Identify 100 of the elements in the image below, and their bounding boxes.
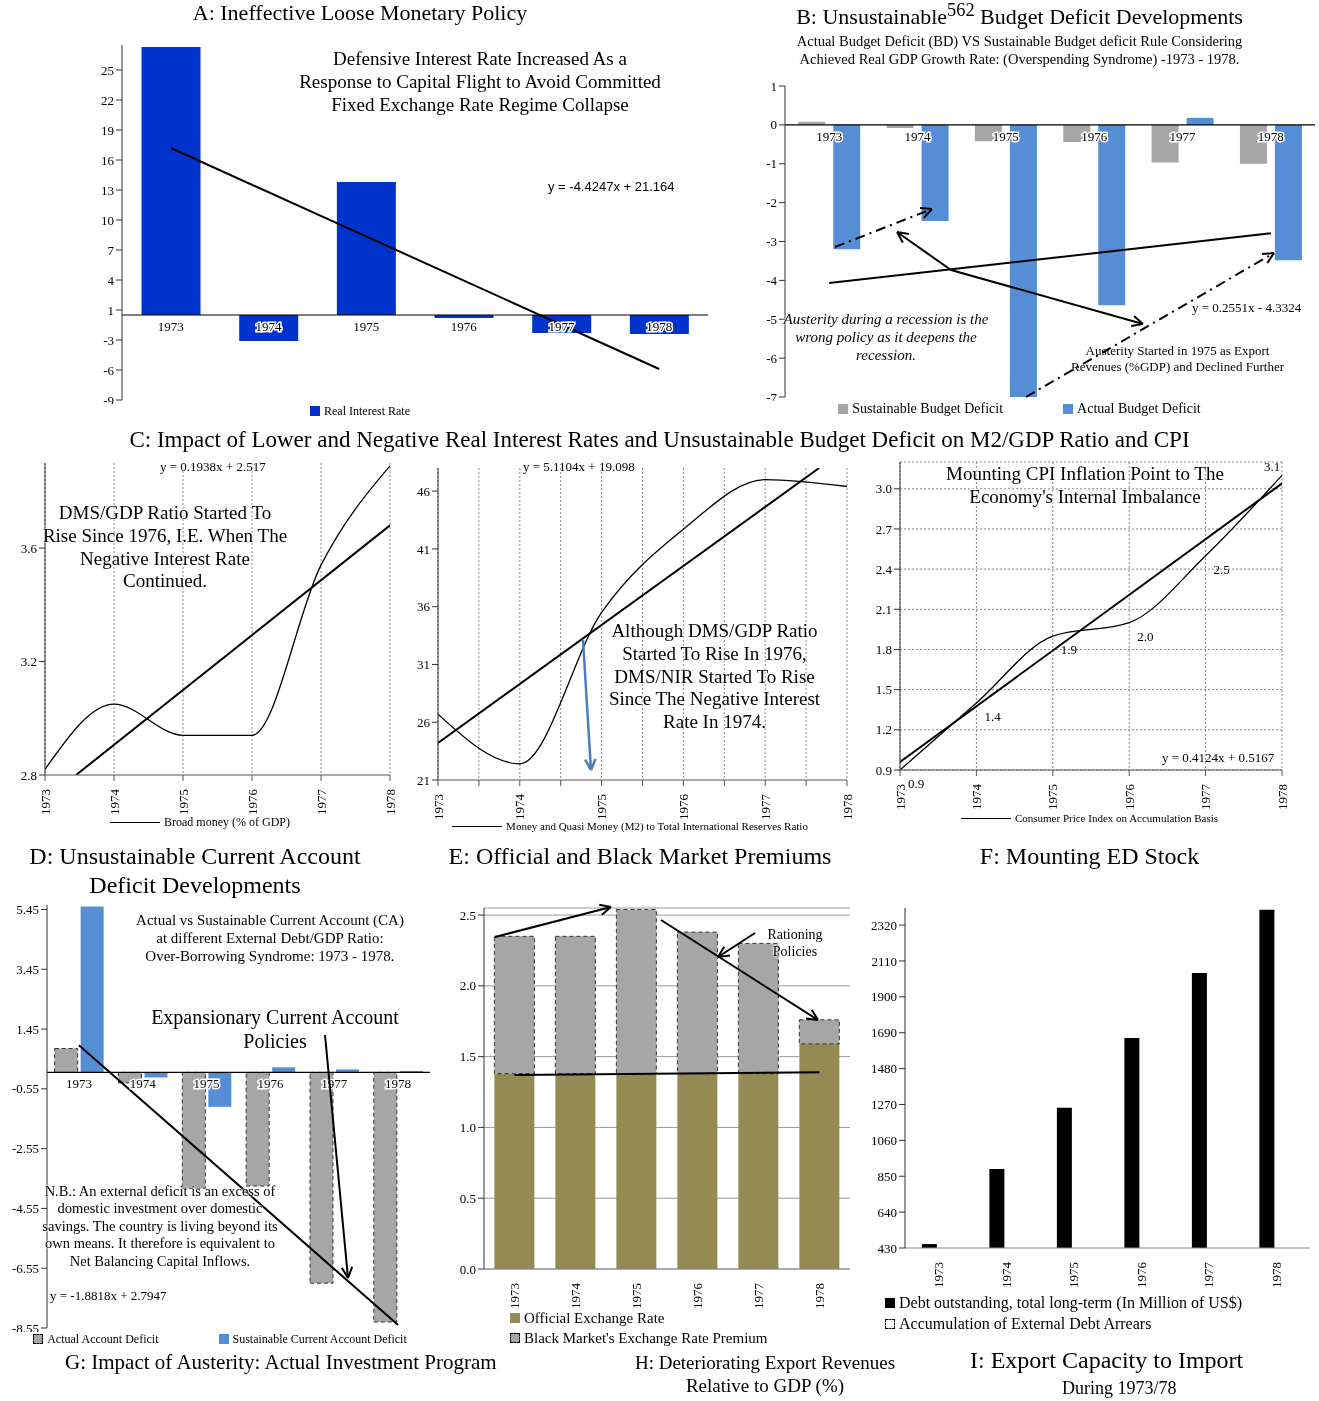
y-tick-label: 0.0: [459, 1261, 476, 1277]
y-tick-label: 0: [770, 117, 777, 133]
annotation: y = -1.8818x + 2.7947: [50, 1288, 167, 1304]
data-label: 1.9: [1060, 642, 1078, 658]
data-label: 1.4: [984, 709, 1002, 725]
y-tick-label: 640: [877, 1204, 897, 1220]
x-tick-label: 1976: [450, 319, 478, 334]
x-tick-label: 1978: [385, 1076, 412, 1092]
y-tick-label: -7: [766, 389, 778, 405]
y-tick-label: 10: [101, 212, 114, 228]
x-tick-label: 1978: [812, 1283, 827, 1309]
x-tick-label: 1976: [257, 1076, 284, 1092]
x-tick-label: 1975: [1066, 1262, 1082, 1288]
y-tick-label: 1: [770, 78, 777, 94]
data-label: 3.1: [1264, 459, 1281, 475]
y-tick-label: -3: [766, 234, 777, 250]
x-tick-label: 1975: [629, 1283, 644, 1309]
y-tick-label: 2.4: [875, 561, 893, 577]
x-tick-label: 1976: [1121, 783, 1137, 810]
y-tick-label: 2320: [871, 917, 897, 933]
x-tick-label: 1976: [1081, 128, 1108, 144]
y-tick-label: 26: [417, 714, 431, 730]
x-tick-label: 1977: [757, 793, 773, 820]
y-tick-label: -2.55: [11, 1141, 39, 1157]
y-tick-label: 0.5: [459, 1190, 476, 1206]
y-tick-label: 1270: [871, 1097, 897, 1113]
legend-label: Broad money (% of GDP): [164, 815, 290, 830]
y-tick-label: -0.55: [11, 1081, 39, 1097]
x-tick-label: 1973: [931, 1262, 947, 1288]
y-tick-label: 2.0: [459, 978, 476, 994]
x-tick-label: 1978: [1257, 128, 1284, 144]
x-tick-label: 1974: [512, 793, 528, 820]
x-tick-label: 1977: [1169, 128, 1196, 144]
x-tick-label: 1977: [1198, 783, 1214, 810]
chart-title: E: Official and Black Market Premiums: [448, 843, 832, 869]
legend-label: Black Market's Exchange Rate Premium: [524, 1329, 768, 1347]
x-tick-label: 1975: [175, 789, 191, 815]
y-tick-label: -8.55: [11, 1320, 39, 1336]
x-tick-label: 1975: [1045, 784, 1061, 810]
data-label: 0.9: [908, 776, 925, 791]
x-tick-label: 1977: [1201, 1261, 1217, 1288]
annotation: Mounting CPI Inflation Point to The Economy's Internal Imbalance: [945, 463, 1225, 509]
legend-label: Sustainable Current Account Deficit: [232, 1332, 407, 1347]
text: G: Impact of Austerity: Actual Investment Program: [65, 1350, 497, 1376]
y-tick-label: 0.9: [875, 762, 892, 778]
annotation: y = 5.1104x + 19.098: [523, 459, 635, 475]
x-tick-label: 1973: [65, 1076, 92, 1092]
y-tick-label: 3.45: [16, 961, 39, 977]
y-tick-label: 7: [107, 242, 115, 258]
x-tick-label: 1977: [313, 788, 329, 815]
x-tick-label: 1977: [751, 1282, 766, 1309]
y-tick-label: -1: [766, 156, 777, 172]
y-tick-label: 1900: [871, 989, 897, 1005]
annotation: y = 0.1938x + 2.517: [160, 459, 266, 475]
y-tick-label: 3.0: [875, 481, 892, 497]
y-tick-label: -6: [766, 350, 778, 366]
x-tick-label: 1978: [839, 794, 855, 820]
annotation: Austerity during a recession is the wrong policy as it deepens the recession.: [783, 311, 989, 363]
y-tick-label: 430: [877, 1240, 897, 1256]
y-tick-label: -4.55: [11, 1201, 39, 1217]
y-tick-label: 2.5: [459, 907, 476, 923]
y-tick-label: 22: [101, 92, 114, 108]
x-tick-label: 1975: [992, 128, 1019, 144]
text: I: Export Capacity to Import: [970, 1346, 1245, 1375]
legend-label: Real Interest Rate: [324, 404, 410, 419]
legend-label: Money and Quasi Money (M2) to Total International Reserves Ratio: [506, 820, 808, 834]
y-tick-label: 3.6: [20, 540, 38, 556]
legend-label: Actual Account Deficit: [47, 1332, 159, 1347]
annotation: y = 0.2551x - 4.3324: [1192, 300, 1302, 316]
y-tick-label: 36: [417, 599, 431, 615]
x-tick-label: 1978: [1274, 784, 1290, 810]
x-tick-label: 1973: [37, 789, 53, 815]
text: C: Impact of Lower and Negative Real Interest Rates and Unsustainable Budget Deficit on M2/GDP Ratio and CPI: [129, 427, 1190, 452]
legend-label: Sustainable Budget Deficit: [852, 401, 1004, 418]
y-tick-label: -3: [103, 332, 114, 348]
y-tick-label: -2: [766, 195, 777, 211]
chart-title: D: Unsustainable Current Account Deficit Developments: [29, 843, 361, 898]
x-tick-label: 1974: [568, 1282, 583, 1309]
x-tick-label: 1976: [690, 1282, 705, 1309]
x-tick-label: 1975: [594, 794, 610, 820]
annotation: Austerity Started in 1975 as Export Revenues (%GDP) and Declined Further: [1070, 343, 1285, 375]
chart-title: B: Unsustainable$^{562}$ Budget Deficit Developments: [796, 0, 1243, 30]
y-tick-label: 1480: [871, 1061, 897, 1077]
y-tick-label: 25: [101, 62, 114, 78]
y-tick-label: 1.8: [875, 642, 892, 658]
y-tick-label: 1.2: [875, 722, 892, 738]
x-tick-label: 1974: [998, 1261, 1014, 1288]
x-tick-label: 1973: [892, 784, 908, 810]
y-tick-label: 1060: [871, 1132, 897, 1148]
y-tick-label: 4: [107, 272, 115, 288]
y-tick-label: -6: [103, 362, 115, 378]
x-tick-label: 1973: [507, 1283, 522, 1309]
y-tick-label: 3.2: [20, 654, 37, 670]
y-tick-label: 850: [877, 1168, 897, 1184]
y-tick-label: 1.45: [16, 1021, 39, 1037]
x-tick-label: 1978: [1268, 1262, 1284, 1288]
y-tick-label: -6.55: [11, 1260, 39, 1276]
annotation: y = -4.4247x + 21.164: [548, 179, 675, 195]
y-tick-label: 31: [417, 657, 430, 673]
annotation: y = 0.4124x + 0.5167: [1162, 750, 1275, 766]
